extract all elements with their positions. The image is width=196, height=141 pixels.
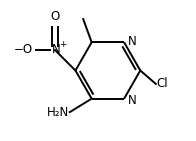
Text: −O: −O xyxy=(14,43,33,56)
Text: H₂N: H₂N xyxy=(47,106,69,119)
Text: N: N xyxy=(128,35,137,48)
Text: N: N xyxy=(128,94,137,107)
Text: N: N xyxy=(52,43,61,56)
Text: +: + xyxy=(59,40,66,49)
Text: O: O xyxy=(50,10,60,23)
Text: Cl: Cl xyxy=(157,77,168,90)
